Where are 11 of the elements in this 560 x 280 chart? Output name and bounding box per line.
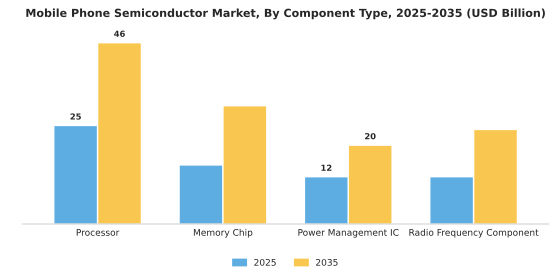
x-tick-label: Power Management IC	[298, 229, 399, 238]
data-label: 25	[70, 113, 81, 120]
chart-title: Mobile Phone Semiconductor Market, By Component Type, 2025-2035 (USD Billion)	[26, 8, 545, 20]
x-tick-label: Memory Chip	[194, 228, 252, 238]
legend-label: 2025	[254, 258, 276, 266]
data-label: 12	[321, 164, 332, 171]
data-label: 20	[365, 133, 376, 140]
data-label: 46	[114, 30, 125, 37]
x-tick-label: Processor	[76, 229, 120, 236]
legend-label: 2035	[316, 258, 338, 266]
x-tick-label: Radio Frequency Component	[409, 228, 538, 238]
